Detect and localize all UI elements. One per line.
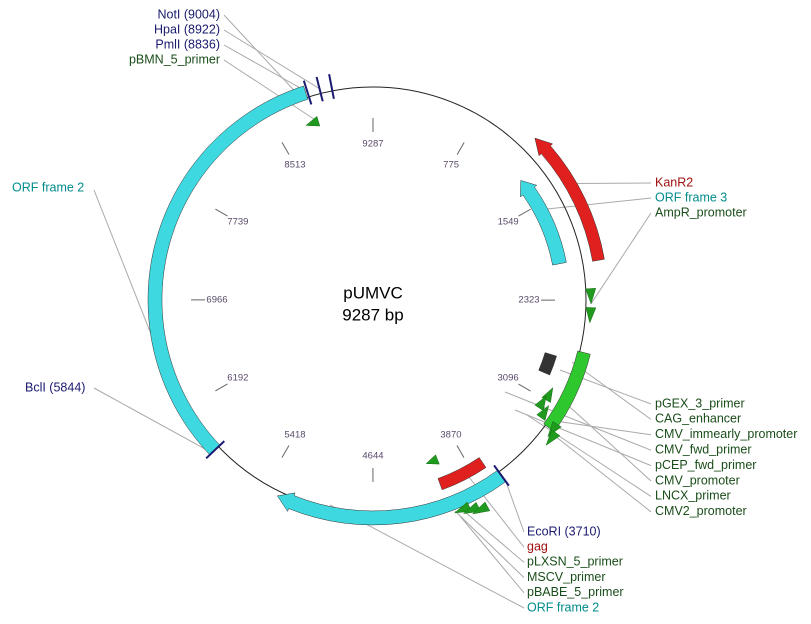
feature	[543, 350, 591, 433]
tick-label: 8513	[284, 159, 305, 170]
primer-arrow	[536, 404, 550, 421]
leader-line	[223, 29, 320, 90]
feature-label: PmlI (8836)	[155, 37, 220, 51]
leader-line	[93, 387, 213, 454]
feature-label: MSCV_primer	[527, 570, 606, 584]
feature	[147, 85, 309, 456]
site-mark	[493, 464, 510, 487]
leader-line	[223, 44, 308, 93]
feature-label: ORF frame 2	[12, 180, 84, 194]
feature	[534, 137, 605, 262]
primer-arrow	[471, 501, 491, 515]
tick-mark	[281, 445, 290, 458]
tick-label: 6192	[227, 372, 248, 383]
feature	[538, 352, 557, 376]
feature-label: LNCX_primer	[655, 489, 731, 503]
primer-arrow	[425, 454, 440, 465]
tick-label: 5418	[284, 430, 305, 441]
feature-label: pBMN_5_primer	[129, 52, 220, 66]
leader-line	[464, 471, 525, 548]
tick-mark	[215, 383, 228, 392]
primer-arrow	[305, 115, 321, 127]
feature-label: HpaI (8922)	[154, 22, 220, 36]
tick-mark	[518, 208, 531, 217]
leader-line	[559, 397, 652, 482]
tick-label: 2323	[518, 295, 539, 306]
leader-line	[505, 481, 525, 533]
feature-label: ORF frame 2	[527, 600, 599, 614]
leader-line	[459, 515, 525, 594]
feature-label: gag	[527, 539, 548, 553]
leader-line	[590, 212, 652, 305]
tick-label: 775	[443, 159, 459, 170]
site-mark	[205, 440, 225, 460]
feature-label: BclI (5844)	[25, 380, 85, 394]
feature	[276, 470, 506, 526]
feature-label: CMV_fwd_primer	[655, 442, 752, 456]
site-mark	[302, 80, 313, 105]
feature-label: AmpR_promoter	[655, 205, 747, 219]
feature-label: KanR2	[655, 175, 693, 189]
feature-label: ORF frame 3	[655, 190, 727, 204]
tick-label: 6966	[206, 294, 227, 305]
tick-label: 4644	[362, 451, 383, 462]
leader-line	[504, 391, 652, 451]
feature-label: EcoRI (3710)	[527, 524, 601, 538]
site-mark	[328, 74, 335, 99]
tick-label: 1549	[498, 217, 519, 228]
feature-label: CMV2_promoter	[655, 504, 747, 518]
leader-line	[454, 510, 525, 578]
primer-arrow	[585, 288, 597, 305]
leader-line	[514, 409, 652, 467]
leader-line	[457, 505, 525, 563]
feature-label: CMV_promoter	[655, 473, 740, 487]
primer-arrow	[534, 395, 547, 412]
leader-line	[547, 419, 652, 436]
site-mark	[315, 76, 324, 102]
leader-line	[543, 197, 652, 210]
feature	[520, 180, 567, 266]
tick-label: 7739	[227, 217, 248, 228]
feature-label: CMV_immearly_promoter	[655, 427, 797, 441]
tick-label: 3096	[498, 373, 519, 384]
tick-mark	[456, 142, 465, 155]
tick-mark	[215, 208, 228, 217]
primer-arrow	[545, 429, 561, 446]
tick-label: 9287	[362, 139, 383, 150]
feature-label: pBABE_5_primer	[527, 585, 624, 599]
tick-mark	[281, 142, 290, 155]
feature	[437, 457, 487, 491]
feature-label: pCEP_fwd_primer	[655, 458, 756, 472]
feature-label: CAG_enhancer	[655, 412, 741, 426]
tick-mark	[518, 383, 531, 392]
plasmid-name: pUMVC	[343, 283, 403, 302]
primer-arrow	[585, 307, 597, 324]
plasmid-size: 9287 bp	[342, 305, 403, 324]
leader-line	[574, 182, 652, 184]
leader-line	[554, 435, 652, 513]
feature-label: pLXSN_5_primer	[527, 555, 623, 569]
tick-mark	[456, 445, 465, 458]
feature-label: pGEX_3_primer	[655, 396, 745, 410]
leader-line	[526, 414, 652, 497]
tick-label: 3870	[440, 430, 461, 441]
leader-line	[223, 59, 319, 123]
feature-label: NotI (9004)	[157, 7, 220, 21]
leader-line	[223, 14, 299, 96]
